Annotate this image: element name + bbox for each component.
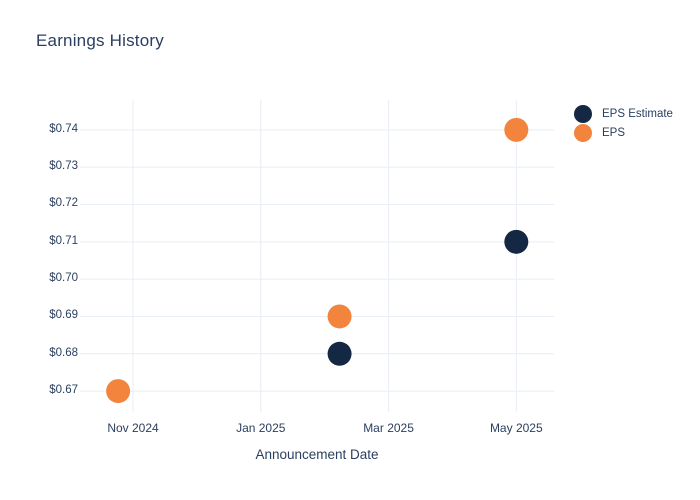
y-tick-label: $0.68	[49, 346, 78, 359]
y-tick-label: $0.71	[49, 234, 78, 247]
eps-point[interactable]	[106, 379, 131, 404]
eps-point[interactable]	[504, 117, 529, 142]
legend-label-eps: EPS	[602, 126, 626, 139]
x-tick-label: Jan 2025	[236, 421, 286, 435]
y-tick-label: $0.72	[49, 197, 78, 210]
y-tick-label: $0.67	[49, 384, 78, 397]
x-tick-label: Nov 2024	[107, 421, 159, 435]
y-tick-label: $0.70	[49, 272, 78, 285]
eps-estimate-point[interactable]	[327, 341, 352, 366]
eps-legend-dot-icon	[574, 123, 592, 142]
x-axis-title: Announcement Date	[255, 447, 379, 462]
y-tick-label: $0.69	[49, 309, 78, 322]
legend-item-eps[interactable]: EPS	[574, 123, 673, 142]
eps-point[interactable]	[327, 304, 352, 329]
legend-label-eps-estimate: EPS Estimate	[602, 107, 673, 120]
legend-item-eps-estimate[interactable]: EPS Estimate	[574, 104, 673, 123]
chart-title: Earnings History	[36, 31, 164, 50]
x-tick-label: Mar 2025	[363, 421, 414, 435]
legend: EPS Estimate EPS	[574, 104, 673, 142]
x-tick-label: May 2025	[489, 421, 543, 435]
y-tick-label: $0.74	[49, 122, 78, 135]
eps-estimate-point[interactable]	[504, 229, 529, 254]
y-tick-label: $0.73	[49, 160, 78, 173]
eps-estimate-legend-dot-icon	[574, 104, 592, 123]
